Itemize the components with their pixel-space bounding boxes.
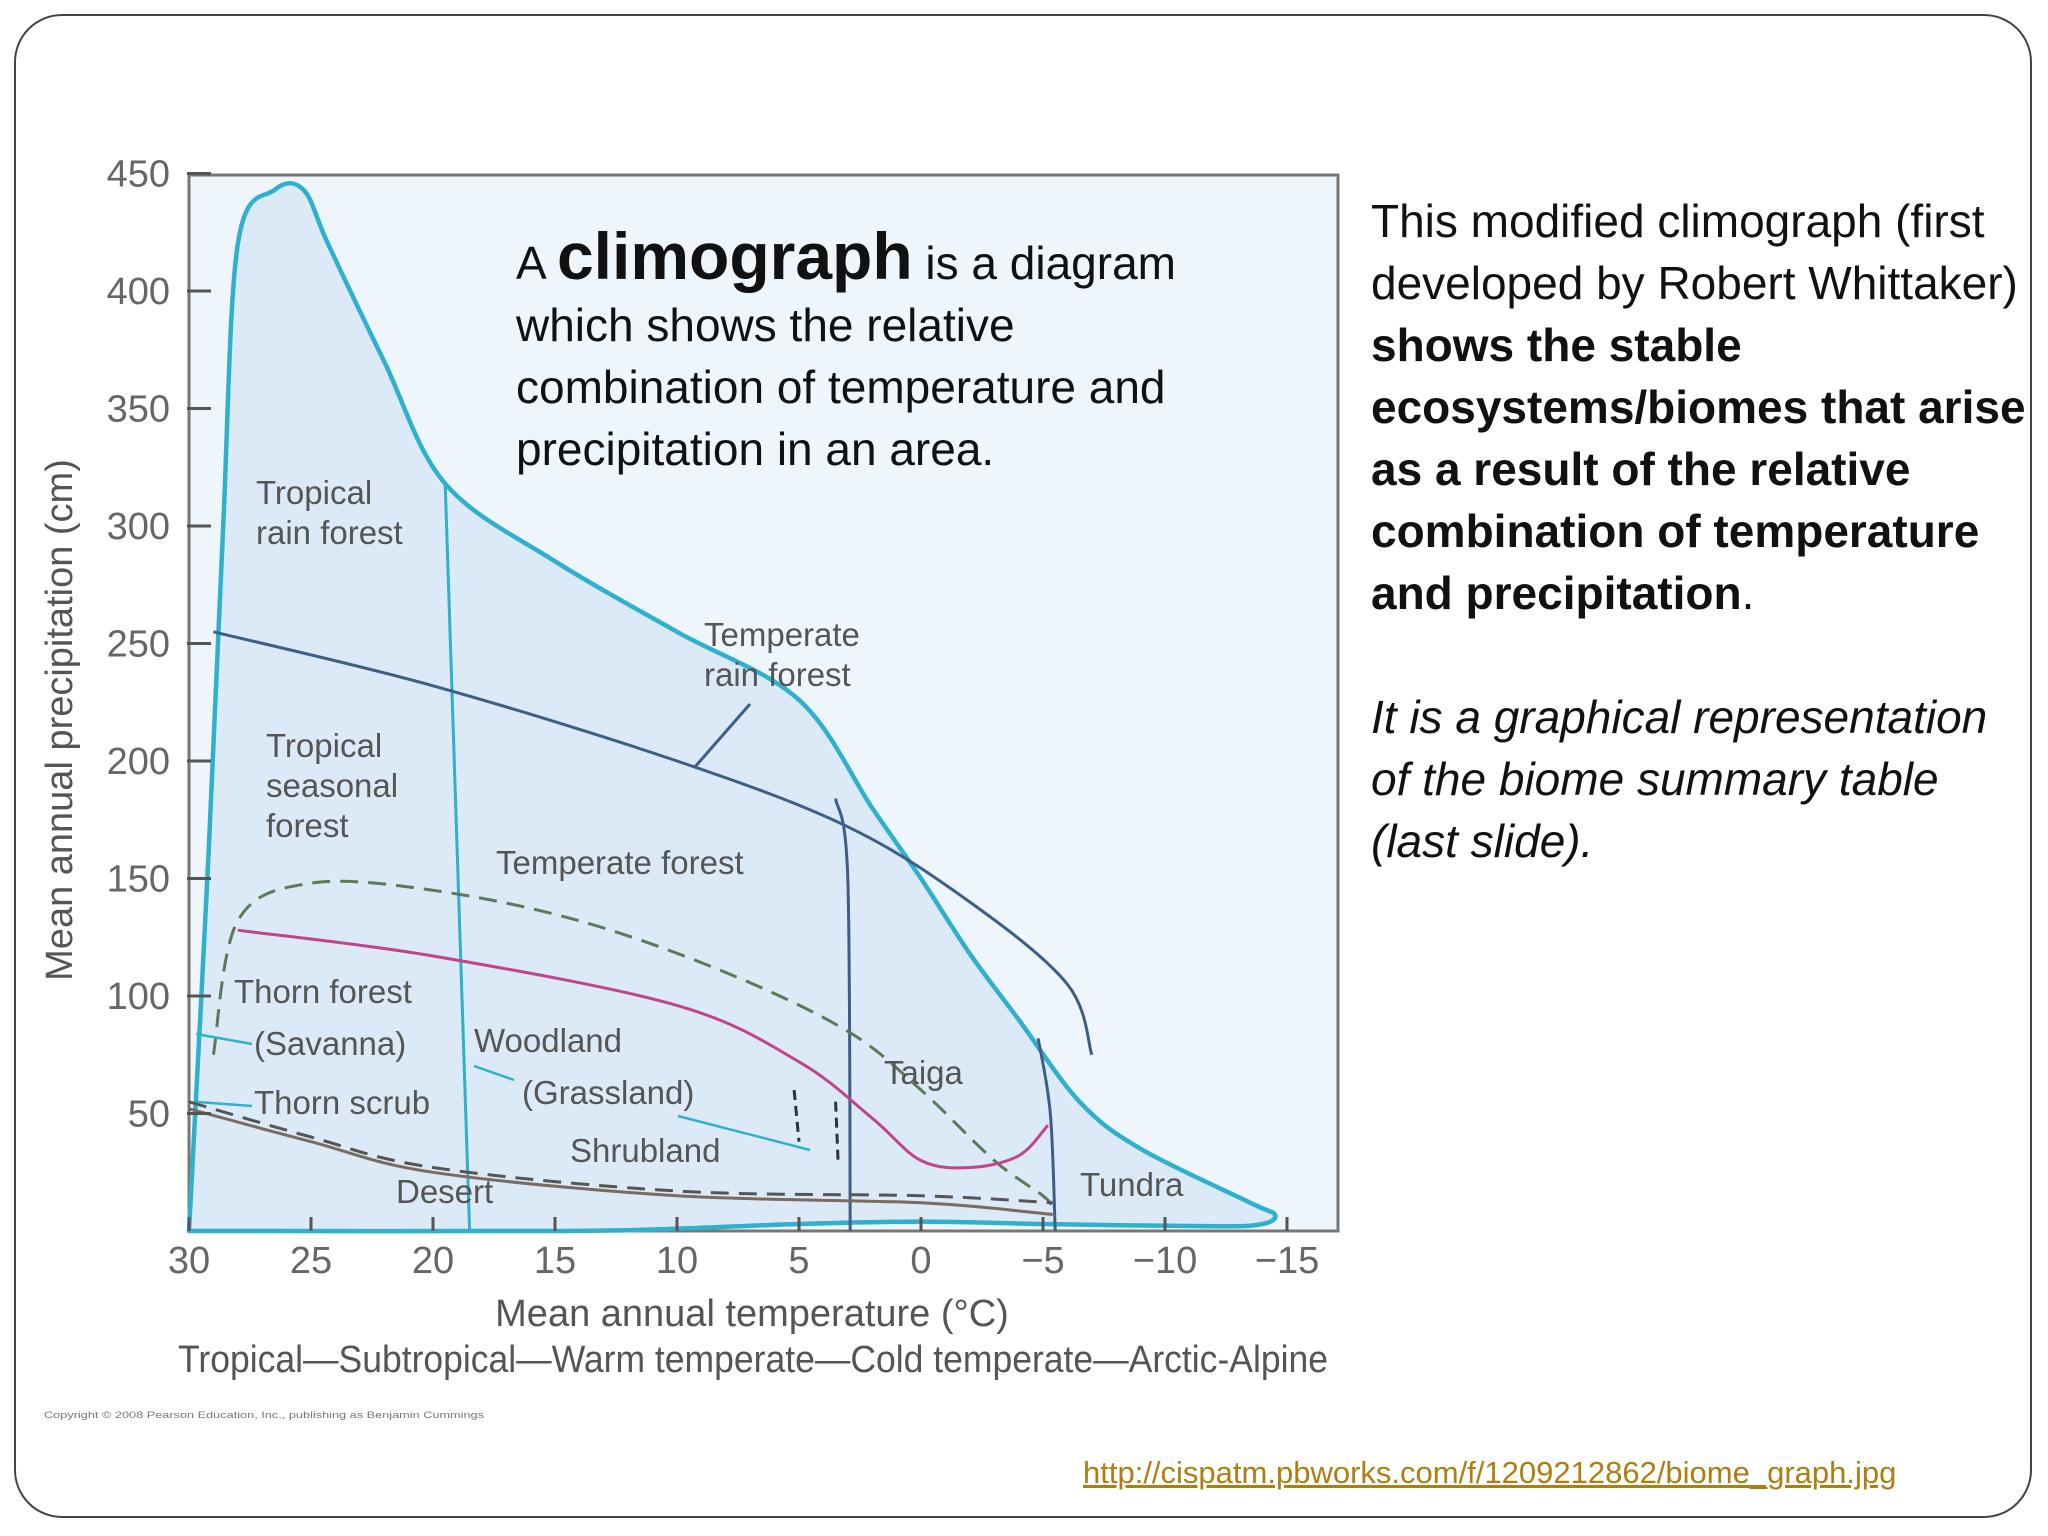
label-tundra: Tundra — [1080, 1166, 1184, 1203]
boundary-grassland-shrubland-2 — [834, 1101, 840, 1161]
label-woodland: Woodland — [474, 1022, 622, 1059]
leader-savanna — [195, 1032, 253, 1046]
boundary-woodland-grassland — [237, 928, 1050, 1170]
y-tick-label: 400 — [107, 271, 170, 313]
leader-woodland — [473, 1064, 515, 1082]
x-tick-label: 25 — [290, 1240, 332, 1282]
x-tick-label: −10 — [1133, 1240, 1197, 1282]
label-savanna: (Savanna) — [254, 1025, 406, 1062]
side-p1-normal: This modified climograph (first develope… — [1371, 195, 2018, 309]
x-axis-title: Mean annual temperature (°C) — [495, 1293, 1009, 1335]
y-tick-label: 150 — [107, 859, 170, 901]
y-tick-label: 350 — [107, 389, 170, 431]
boundary-desert — [188, 1107, 1053, 1216]
y-axis-title: Mean annual precipitation (cm) — [39, 459, 81, 981]
y-tick-labels: 50 100 150 200 250 300 350 400 450 — [107, 154, 170, 1136]
label-thorn-scrub: Thorn scrub — [254, 1084, 430, 1121]
label-temperate-forest: Temperate forest — [496, 844, 744, 881]
y-tick-label: 100 — [107, 976, 170, 1018]
biome-shapes — [186, 180, 1278, 1234]
y-tick-label: 250 — [107, 624, 170, 666]
leader-thorn-scrub — [197, 1100, 253, 1108]
boundary-grassland-shrubland-1 — [792, 1089, 801, 1142]
x-tick-label: 20 — [412, 1240, 454, 1282]
side-paragraph-2: It is a graphical representation of the … — [1371, 691, 1988, 867]
label-grassland: (Grassland) — [522, 1074, 694, 1111]
x-tick-label: −15 — [1255, 1240, 1319, 1282]
x-tick-labels: 30 25 20 15 10 5 0 −5 −10 −15 — [168, 1240, 1319, 1282]
x-tick-label: 5 — [788, 1240, 809, 1282]
boundary-tropical-rain-forest — [443, 483, 472, 1232]
definition-body: is a diagram which shows the relative co… — [516, 237, 1176, 475]
y-tick-label: 200 — [107, 741, 170, 783]
y-tick-label: 450 — [107, 154, 170, 196]
x-tick-label: −5 — [1021, 1240, 1064, 1282]
definition-keyword: climograph — [556, 219, 913, 293]
label-desert: Desert — [396, 1173, 493, 1210]
axis-ticks — [187, 172, 1289, 1231]
label-tropical-rain-forest: Tropical rain forest — [256, 474, 403, 551]
side-explanation: This modified climograph (first develope… — [1371, 190, 2031, 872]
climate-zone-scale: Tropical—Subtropical—Warm temperate—Cold… — [178, 1339, 1328, 1381]
source-link[interactable]: http://cispatm.pbworks.com/f/1209212862/… — [1083, 1455, 1897, 1490]
label-shrubland: Shrubland — [570, 1132, 720, 1169]
boundary-dashed-upper — [211, 879, 1055, 1209]
leader-grassland — [677, 1114, 811, 1152]
boundary-taiga-tundra — [1036, 1038, 1057, 1232]
label-thorn-forest: Thorn forest — [234, 973, 412, 1010]
label-tropical-seasonal-forest: Tropical seasonal forest — [266, 727, 407, 844]
side-p1-bold: shows the stable ecosystems/biomes that … — [1371, 319, 2026, 619]
side-paragraph-1: This modified climograph (first develope… — [1371, 190, 2031, 624]
copyright-notice: Copyright © 2008 Pearson Education, Inc.… — [44, 1410, 485, 1420]
y-tick-label: 300 — [107, 506, 170, 548]
climograph-definition: A climograph is a diagram which shows th… — [516, 223, 1266, 480]
definition-prefix: A — [516, 237, 557, 289]
boundary-temperate-rf-taiga — [834, 798, 852, 1232]
x-tick-label: 30 — [168, 1240, 210, 1282]
boundary-dashed-lower — [188, 1100, 1053, 1205]
side-p1-end: . — [1741, 567, 1755, 619]
label-temperate-rain-forest: Temperate rain forest — [704, 616, 869, 693]
y-tick-label: 50 — [128, 1094, 170, 1136]
label-taiga: Taiga — [884, 1054, 964, 1091]
x-tick-label: 0 — [910, 1240, 931, 1282]
x-tick-label: 10 — [656, 1240, 698, 1282]
boundary-rain-forest-forest — [213, 630, 1094, 1056]
leader-temperate-rain-forest — [692, 703, 752, 769]
x-tick-label: 15 — [534, 1240, 576, 1282]
